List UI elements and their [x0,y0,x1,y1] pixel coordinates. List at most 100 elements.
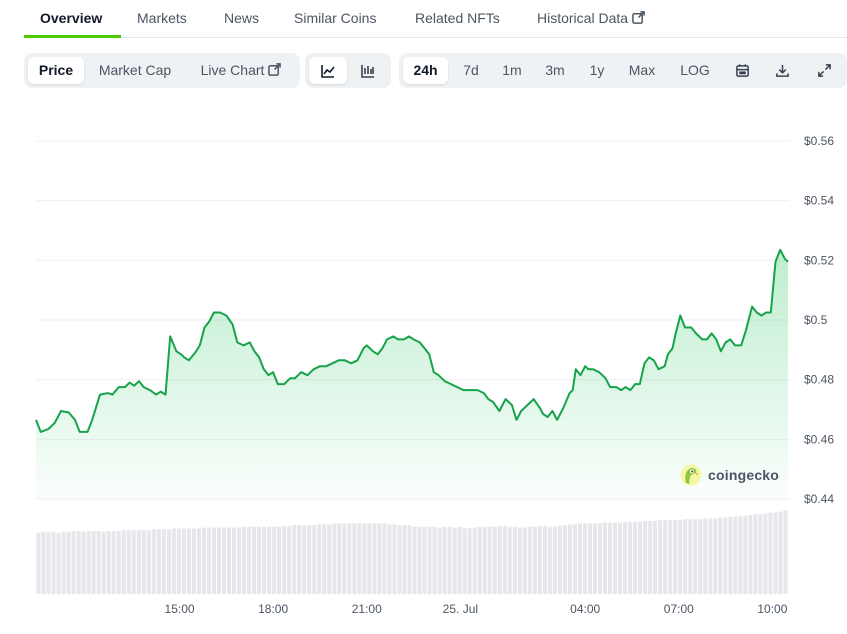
volume-bar [502,525,507,594]
volume-bar [597,523,603,594]
volume-bar [557,525,562,594]
volume-bar [552,526,557,594]
volume-bar [693,519,698,594]
volume-bar [778,511,783,594]
y-tick-label: $0.54 [804,194,834,208]
volume-bar [176,528,181,594]
volume-bar [136,530,141,594]
volume-bar [608,522,613,594]
volume-bar [402,525,407,594]
volume-bar [186,528,191,594]
x-tick-label: 07:00 [664,602,694,616]
log-scale-button[interactable]: LOG [680,62,710,78]
x-tick-label: 15:00 [165,602,195,616]
range-3m-button[interactable]: 3m [545,62,565,78]
y-tick-label: $0.46 [804,432,834,446]
volume-bar [407,525,412,594]
volume-bar [196,528,201,594]
tab-similar-coins[interactable]: Similar Coins [294,10,377,26]
range-1m-button[interactable]: 1m [502,62,522,78]
range-7d-button[interactable]: 7d [463,62,479,78]
calendar-icon [735,64,749,77]
volume-bar [487,526,492,594]
tab-historical-data[interactable]: Historical Data [537,10,645,26]
tab-historical-data-label: Historical Data [537,10,629,26]
price-button[interactable]: Price [28,57,84,84]
volume-bar [437,527,442,594]
volume-bar [282,525,287,594]
volume-bar [367,523,372,594]
volume-bar [783,510,788,594]
volume-bar [718,517,723,594]
page-tabs: Overview Markets News Similar Coins Rela… [24,0,847,38]
tab-news[interactable]: News [224,10,260,26]
volume-bar [462,528,467,594]
volume-bar [532,526,537,594]
volume-bar [382,523,387,594]
line-chart-button[interactable] [309,57,347,84]
volume-bar [582,523,587,594]
metric-toggle-group: Price Market Cap Live Chart [24,53,300,88]
time-range-group: 24h 7d 1m 3m 1y Max LOG [399,53,847,88]
download-button[interactable] [765,57,799,84]
volume-bar [763,513,768,594]
volume-bar [648,520,653,594]
volume-bar [517,527,522,594]
volume-bar [357,523,362,594]
active-tab-indicator [24,35,121,38]
volume-bar [748,515,753,594]
volume-bar [562,525,567,594]
volume-bar [577,523,582,594]
volume-bar [422,526,427,594]
volume-bar [497,525,502,594]
volume-bar [111,531,116,594]
volume-bar [342,523,347,594]
tab-related-nfts[interactable]: Related NFTs [415,10,500,26]
volume-bar [206,527,211,594]
volume-bar [262,526,267,594]
volume-bar [216,527,221,594]
volume-bar [221,527,227,594]
x-tick-label: 21:00 [352,602,382,616]
volume-bar [317,524,322,594]
range-24h-button[interactable]: 24h [403,57,448,84]
volume-bar [547,526,552,594]
range-max-button[interactable]: Max [628,62,656,78]
volume-bar [66,531,71,594]
y-tick-label: $0.56 [804,134,834,148]
volume-bar [141,530,146,594]
volume-bar [753,514,758,594]
volume-bar [728,516,733,594]
volume-bar [447,526,452,594]
volume-bar [171,528,176,594]
volume-bar [432,526,437,594]
live-chart-button[interactable]: Live Chart [188,57,294,84]
volume-bar [232,527,237,594]
live-chart-label: Live Chart [200,62,265,78]
volume-bar [297,525,302,594]
candlestick-chart-button[interactable] [349,57,387,84]
market-cap-button[interactable]: Market Cap [98,62,172,78]
candlestick-chart-icon [361,65,374,78]
volume-bars [36,510,788,594]
price-chart[interactable]: $0.44 $0.46 $0.48 $0.5 $0.52 $0.54 $0.56 15:00… [0,120,847,620]
y-tick-label: $0.44 [804,492,834,506]
volume-bar [592,523,597,594]
volume-bar [603,522,608,594]
external-link-icon [632,11,645,24]
volume-bar [151,529,156,594]
calendar-button[interactable] [725,57,759,84]
range-1y-button[interactable]: 1y [589,62,605,78]
volume-bar [106,531,111,594]
volume-bar [131,530,136,594]
fullscreen-button[interactable] [807,57,841,84]
volume-bar [61,531,66,594]
tab-overview[interactable]: Overview [40,10,103,26]
volume-bar [237,527,242,594]
coingecko-logo-icon [680,464,702,486]
coingecko-watermark: coingecko [680,464,779,486]
volume-bar [653,520,658,594]
volume-bar [703,518,708,594]
tab-markets[interactable]: Markets [137,10,187,26]
volume-bar [201,527,206,594]
